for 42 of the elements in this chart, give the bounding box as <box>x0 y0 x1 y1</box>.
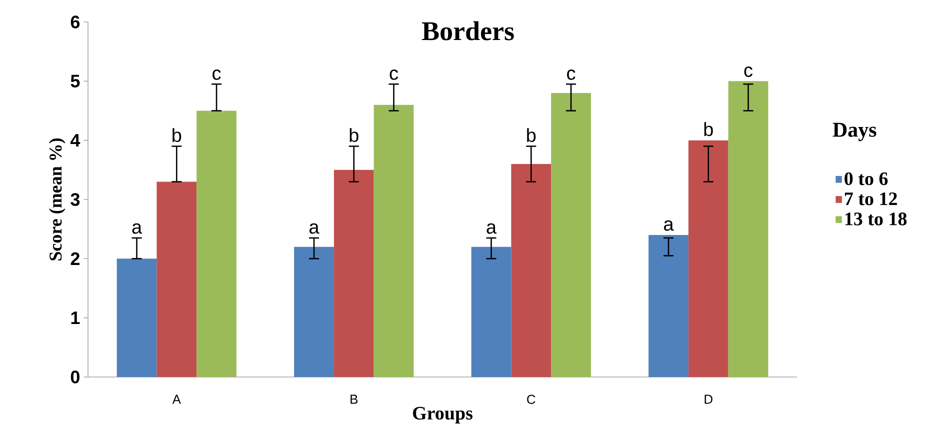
y-tick-label: 2 <box>70 252 80 265</box>
x-tick-label: C <box>527 394 536 404</box>
data-label: c <box>744 66 753 77</box>
bar <box>728 81 768 377</box>
data-label: b <box>704 122 713 136</box>
bar <box>294 246 334 377</box>
y-axis-title: Score (mean %) <box>49 138 66 260</box>
bar <box>551 92 591 377</box>
bar <box>334 170 374 377</box>
bar <box>116 258 157 377</box>
bar <box>156 182 197 377</box>
x-tick-label: B <box>350 394 358 404</box>
bar <box>196 110 236 377</box>
y-tick-label: 6 <box>70 16 80 28</box>
y-tick-label: 5 <box>70 74 80 88</box>
data-label: a <box>132 223 142 234</box>
legend-title: Days <box>832 122 876 142</box>
y-tick-label: 0 <box>70 370 80 384</box>
bar <box>688 140 728 377</box>
data-label: a <box>664 220 674 231</box>
bar <box>648 234 688 377</box>
data-label: a <box>486 223 497 234</box>
data-label: c <box>390 70 398 80</box>
bar <box>374 104 414 377</box>
chart-title: Borders <box>422 21 514 40</box>
bar <box>471 246 512 377</box>
legend-label: 13 to 18 <box>845 212 907 226</box>
data-label: c <box>567 70 576 80</box>
data-label: b <box>350 128 358 142</box>
data-label: b <box>527 128 536 142</box>
legend-label: 0 to 6 <box>844 172 888 186</box>
data-label: c <box>212 70 221 80</box>
y-tick-label: 3 <box>70 193 80 206</box>
x-tick-label: A <box>172 394 181 404</box>
legend-label: 7 to 12 <box>844 192 897 206</box>
data-label: a <box>310 223 320 234</box>
x-tick-label: D <box>704 394 712 404</box>
y-tick-label: 1 <box>71 312 80 324</box>
bar <box>511 164 552 377</box>
x-axis-title: Groups <box>412 406 472 424</box>
y-tick-label: 4 <box>70 134 80 147</box>
data-label: b <box>172 128 182 142</box>
